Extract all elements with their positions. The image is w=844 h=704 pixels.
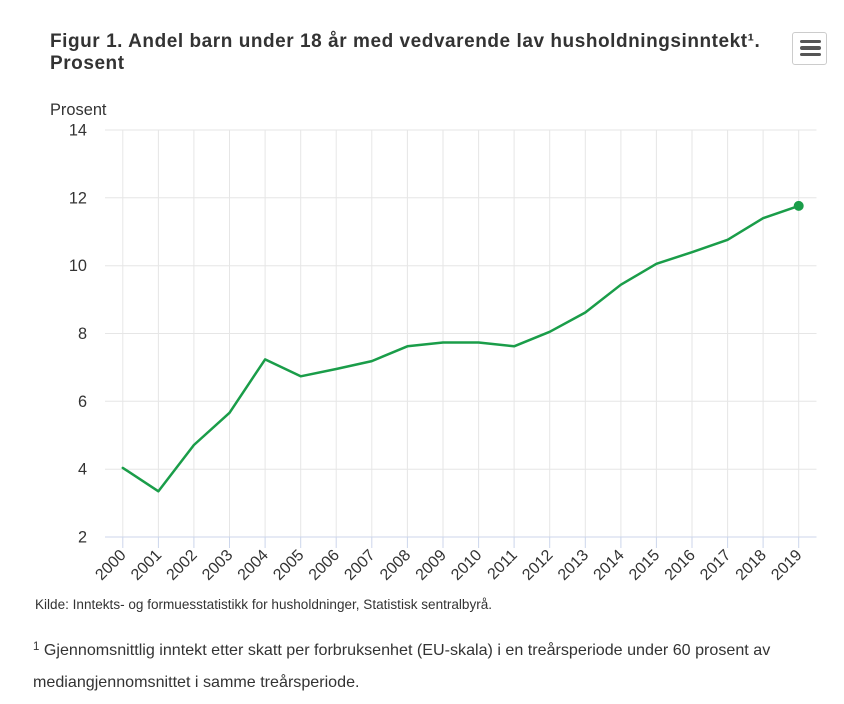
svg-text:2017: 2017 <box>697 547 734 584</box>
svg-text:2008: 2008 <box>377 547 414 584</box>
svg-text:2010: 2010 <box>448 547 485 584</box>
svg-text:6: 6 <box>78 393 87 411</box>
svg-text:2019: 2019 <box>768 547 805 584</box>
svg-text:2018: 2018 <box>733 547 770 584</box>
svg-text:2001: 2001 <box>128 547 165 584</box>
svg-text:2005: 2005 <box>270 547 307 584</box>
svg-text:8: 8 <box>78 325 87 343</box>
svg-text:2009: 2009 <box>413 547 450 584</box>
svg-text:2004: 2004 <box>235 547 272 584</box>
svg-text:12: 12 <box>69 189 87 207</box>
svg-text:2014: 2014 <box>591 547 628 584</box>
svg-text:Prosent: Prosent <box>50 101 107 119</box>
svg-text:2016: 2016 <box>662 547 699 584</box>
svg-text:2013: 2013 <box>555 547 592 584</box>
svg-text:2006: 2006 <box>306 547 343 584</box>
svg-text:14: 14 <box>69 122 87 140</box>
svg-text:10: 10 <box>69 257 87 275</box>
svg-text:2011: 2011 <box>485 547 521 583</box>
svg-text:2000: 2000 <box>92 547 129 584</box>
svg-text:2012: 2012 <box>519 547 556 584</box>
svg-text:2003: 2003 <box>199 547 236 584</box>
svg-text:2007: 2007 <box>341 547 378 584</box>
svg-text:2002: 2002 <box>164 547 201 584</box>
svg-text:2015: 2015 <box>626 547 663 584</box>
svg-text:2: 2 <box>78 529 87 547</box>
svg-text:4: 4 <box>78 461 87 479</box>
